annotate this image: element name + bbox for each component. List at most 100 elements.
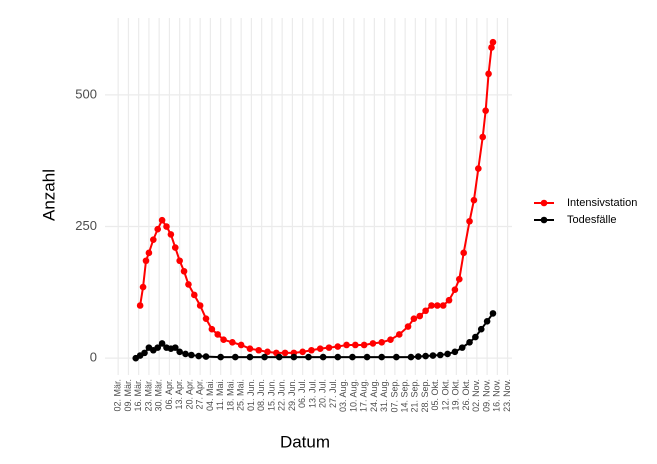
data-point: [246, 353, 254, 361]
x-axis-label: Datum: [280, 432, 330, 451]
data-point: [451, 286, 459, 293]
x-tick-label: 02. Nov.: [471, 379, 481, 412]
x-tick-label: 11. Mai.: [215, 379, 225, 410]
x-tick-label: 06. Jul.: [297, 379, 307, 408]
data-point: [429, 352, 437, 359]
data-point: [185, 281, 192, 288]
data-point: [395, 331, 403, 338]
data-point: [466, 339, 473, 346]
data-point: [145, 249, 153, 257]
data-point: [202, 315, 210, 322]
data-point: [141, 349, 148, 357]
x-tick-label: 30. Mär.: [154, 379, 164, 412]
data-point: [369, 340, 377, 347]
data-point: [316, 345, 324, 352]
data-point: [422, 352, 429, 360]
data-point: [319, 353, 327, 361]
legend-label: Todesfälle: [567, 214, 617, 226]
data-point: [167, 231, 175, 238]
data-point: [455, 275, 463, 283]
data-point: [488, 44, 495, 51]
data-point: [154, 344, 162, 351]
x-tick-label: 20. Apr.: [184, 379, 194, 410]
data-point: [387, 336, 394, 344]
data-point: [275, 353, 283, 361]
data-point: [485, 70, 492, 78]
x-tick-label: 01. Jun.: [246, 379, 256, 411]
x-tick-label: 16. Mär.: [133, 379, 143, 412]
data-point: [214, 331, 222, 338]
data-point: [445, 296, 453, 304]
legend-key: [540, 199, 548, 207]
data-point: [334, 353, 342, 361]
legend-key: [540, 216, 548, 224]
x-tick-label: 15. Jun.: [266, 379, 276, 411]
x-tick-label: 26. Okt.: [461, 379, 471, 411]
data-point: [229, 339, 236, 346]
data-point: [142, 257, 150, 265]
data-point: [475, 165, 482, 172]
data-point: [334, 343, 342, 350]
data-point: [363, 353, 371, 361]
x-tick-label: 23. Nov.: [502, 379, 512, 412]
data-point: [460, 249, 467, 257]
data-point: [416, 312, 424, 320]
data-point: [325, 344, 333, 351]
data-point: [393, 353, 400, 361]
data-point: [220, 336, 227, 344]
x-tick-label: 27. Apr.: [195, 379, 205, 410]
data-point: [158, 340, 166, 347]
x-tick-label: 29. Jun.: [287, 379, 297, 411]
y-tick-label: 250: [75, 218, 97, 233]
x-tick-label: 25. Mai.: [236, 379, 246, 411]
data-point: [451, 348, 459, 356]
data-point: [360, 341, 368, 349]
x-tick-label: 28. Sep.: [420, 379, 430, 413]
x-tick-label: 06. Apr.: [164, 379, 174, 410]
data-point: [428, 302, 435, 309]
data-point: [264, 348, 271, 356]
data-point: [196, 302, 204, 309]
data-point: [231, 353, 239, 361]
x-tick-label: 24. Aug.: [369, 379, 379, 412]
data-point: [349, 353, 356, 361]
data-point: [171, 344, 179, 351]
data-point: [479, 133, 487, 141]
data-point: [176, 348, 183, 356]
data-point: [477, 325, 485, 333]
x-tick-label: 31. Aug.: [379, 379, 389, 412]
data-point: [195, 352, 202, 360]
x-tick-label: 03. Aug.: [338, 379, 348, 412]
y-axis-label: Anzahl: [39, 169, 58, 221]
x-tick-label: 27. Jul.: [328, 379, 338, 408]
data-point: [444, 350, 451, 358]
data-point: [290, 353, 298, 361]
data-point: [434, 302, 441, 309]
y-tick-label: 500: [75, 86, 97, 101]
data-point: [202, 353, 210, 360]
data-point: [136, 302, 144, 309]
x-tick-label: 21. Sep.: [410, 379, 420, 413]
data-point: [305, 353, 312, 361]
data-point: [378, 339, 386, 346]
y-tick-label: 0: [90, 350, 97, 365]
x-tick-label: 18. Mai.: [225, 379, 235, 411]
x-tick-label: 16. Nov.: [492, 379, 502, 412]
data-point: [299, 348, 306, 356]
data-point: [422, 307, 429, 315]
data-point: [188, 351, 195, 359]
x-tick-label: 19. Okt.: [451, 379, 461, 411]
data-point: [176, 257, 183, 265]
data-point: [439, 302, 447, 309]
data-point: [352, 341, 359, 349]
data-point: [182, 350, 189, 358]
data-point: [171, 244, 179, 251]
data-point: [281, 349, 289, 357]
x-tick-label: 13. Apr.: [174, 379, 184, 410]
data-point: [163, 223, 170, 230]
data-point: [217, 353, 224, 361]
x-tick-label: 10. Aug.: [348, 379, 358, 412]
data-point: [261, 353, 268, 361]
x-tick-label: 13. Jul.: [307, 379, 317, 408]
data-point: [472, 333, 479, 341]
